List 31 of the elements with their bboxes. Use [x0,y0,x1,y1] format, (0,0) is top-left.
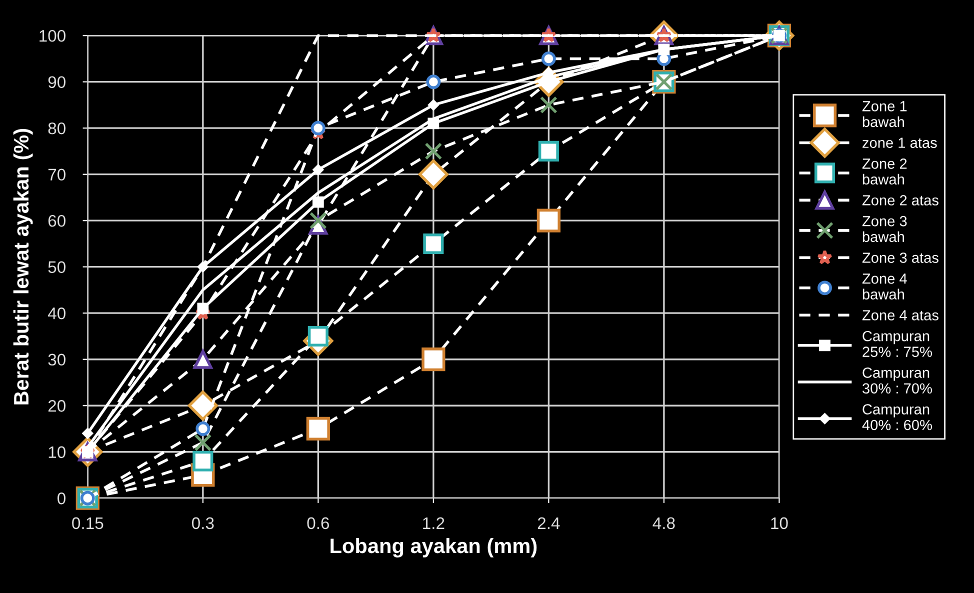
y-tick-label: 90 [48,76,66,88]
legend-label: Zone 2 bawah [862,158,907,185]
x-tick-label: 0.6 [307,517,330,530]
legend-label: zone 1 atas [862,138,937,148]
y-tick-label: 100 [40,30,66,42]
legend-label: Campuran 25% : 75% [862,330,932,357]
x-axis-title: Lobang ayakan (mm) [330,538,537,558]
y-tick-label: 0 [58,492,66,504]
legend-label: Zone 2 atas [862,195,938,206]
legend-label: Zone 4 bawah [862,274,907,300]
y-tick-label: 60 [48,214,66,227]
y-tick-label: 20 [48,400,66,412]
x-tick-label: 2.4 [538,517,560,529]
x-tick-label: 4.8 [652,517,675,530]
y-tick-label: 10 [48,446,66,458]
legend-label: Zone 3 atas [862,252,938,263]
y-tick-label: 50 [48,261,66,274]
y-tick-label: 40 [48,308,66,320]
y-tick-label: 80 [48,122,66,134]
legend-label: Zone 3 bawah [862,216,907,242]
legend-label: Campuran 30% : 70% [862,368,932,394]
x-tick-label: 1.2 [423,517,444,529]
legend-label: Zone 4 atas [862,310,938,320]
x-tick-label: 0.15 [72,517,104,530]
legend-label: Campuran 40% : 60% [862,404,932,430]
x-tick-label: 10 [771,517,788,530]
y-tick-label: 70 [48,168,66,181]
legend-label: Zone 1 bawah [862,101,907,128]
y-tick-label: 30 [48,354,66,366]
y-axis-title: Berat butir lewat ayakan (%) [13,128,33,404]
x-tick-label: 0.3 [192,517,214,530]
